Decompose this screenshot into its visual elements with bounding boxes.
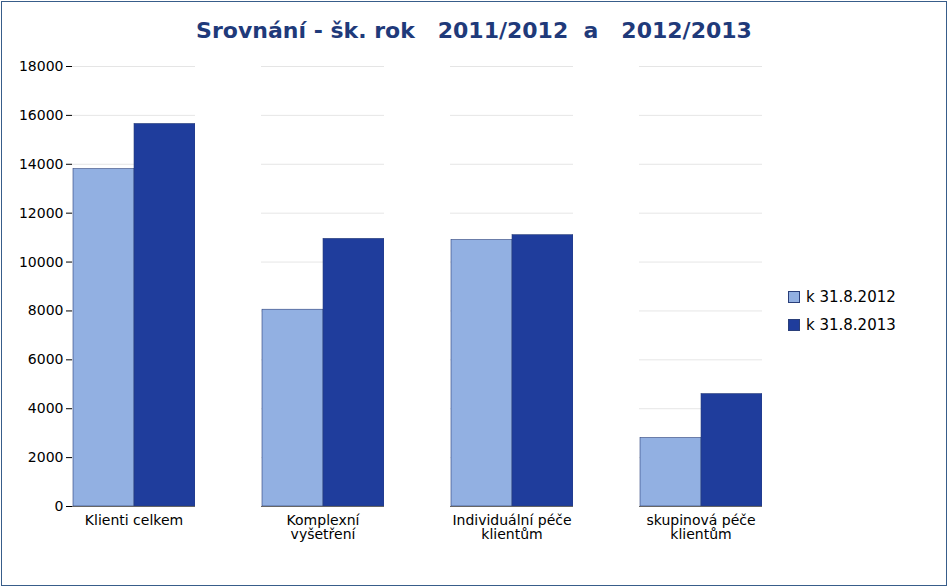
html-text:k 31.8.2013: k 31.8.2013 <box>806 316 896 334</box>
svg-text:Individuální péčeklientům: Individuální péčeklientům <box>452 512 571 542</box>
svg-text:8000: 8000 <box>28 302 64 318</box>
svg-text:14000: 14000 <box>19 156 64 172</box>
svg-text:Komplexnívyšetření: Komplexnívyšetření <box>287 512 361 542</box>
svg-text:4000: 4000 <box>28 400 64 416</box>
svg-text:10000: 10000 <box>19 254 64 270</box>
svg-text:18000: 18000 <box>19 58 64 74</box>
html-text:k 31.8.2012: k 31.8.2012 <box>806 288 896 306</box>
svg-text:skupinová péčeklientům: skupinová péčeklientům <box>646 512 755 542</box>
svg-text:0: 0 <box>55 498 64 514</box>
html-text:Srovnání - šk. rok 2011/2012 a: Srovnání - šk. rok 2011/2012 a 2012/2013 <box>196 18 752 43</box>
svg-text:12000: 12000 <box>19 205 64 221</box>
svg-text:2000: 2000 <box>28 449 64 465</box>
svg-text:16000: 16000 <box>19 107 64 123</box>
svg-text:6000: 6000 <box>28 351 64 367</box>
svg-text:Klienti celkem: Klienti celkem <box>85 512 183 528</box>
